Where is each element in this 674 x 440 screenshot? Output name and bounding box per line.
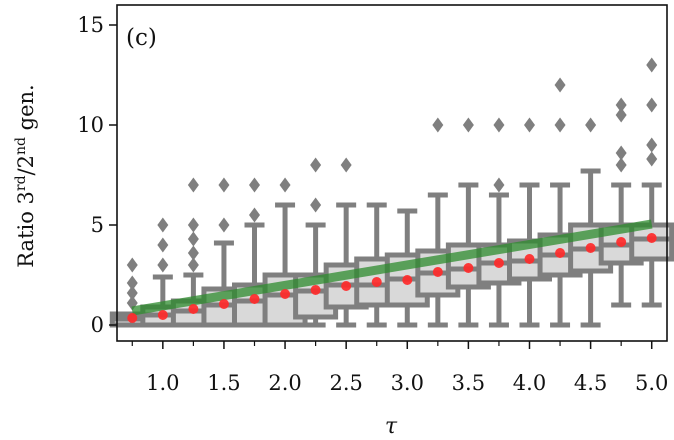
outlier-point — [126, 257, 138, 273]
outlier-point — [615, 97, 627, 113]
y-tick-label: 0 — [91, 313, 104, 337]
mean-point — [310, 285, 321, 295]
outlier-point — [432, 117, 444, 133]
x-tick-label: 1.0 — [146, 371, 179, 395]
outlier-point — [249, 207, 260, 223]
box-group-17 — [629, 57, 674, 308]
x-tick-label: 2.5 — [329, 371, 362, 395]
box-group-15 — [568, 117, 614, 328]
y-tick-label: 15 — [77, 13, 104, 37]
mean-point — [524, 254, 535, 264]
mean-point — [218, 299, 229, 309]
outlier-point — [310, 197, 322, 213]
mean-point — [463, 263, 474, 273]
x-axis: 1.0 1.5 2.0 2.5 3.0 3.5 4.0 4.5 5.0 — [131, 341, 668, 395]
mean-point — [280, 289, 291, 299]
y-axis: 0 5 10 15 — [77, 13, 117, 337]
y-tick-label: 5 — [91, 213, 104, 237]
outlier-point — [524, 117, 535, 133]
outlier-point — [615, 157, 627, 173]
mean-point — [493, 258, 504, 268]
mean-point — [157, 310, 168, 320]
outlier-point — [126, 275, 138, 291]
outlier-point — [646, 151, 658, 167]
plot-area — [109, 57, 674, 328]
outlier-point — [157, 237, 169, 253]
outlier-point — [646, 57, 658, 73]
mean-point — [555, 248, 566, 258]
mean-point — [127, 313, 138, 323]
y-label-sup1: rd — [13, 175, 29, 191]
outlier-point — [615, 145, 627, 161]
trend-line — [131, 219, 653, 316]
outlier-point — [554, 117, 566, 133]
y-axis-label: Ratio 3rd/2nd gen. — [13, 84, 38, 267]
outlier-point — [615, 107, 627, 123]
x-tick-label: 3.0 — [391, 371, 424, 395]
mean-point — [616, 237, 627, 247]
x-tick-label: 1.5 — [207, 371, 240, 395]
x-tick-label: 5.0 — [635, 371, 668, 395]
mean-point — [371, 277, 382, 287]
x-tick-label: 4.0 — [513, 371, 546, 395]
outlier-point — [585, 117, 597, 133]
outlier-point — [187, 245, 199, 261]
axes-frame — [116, 4, 668, 342]
outlier-point — [218, 217, 230, 233]
outlier-point — [279, 177, 291, 193]
outlier-point — [310, 157, 322, 173]
mean-point — [646, 233, 657, 243]
y-label-prefix: Ratio 3 — [14, 191, 38, 268]
outlier-point — [462, 117, 474, 133]
outlier-point — [646, 137, 658, 153]
x-tick-label: 4.5 — [574, 371, 607, 395]
box-group-14 — [537, 77, 583, 328]
mean-point — [432, 267, 443, 277]
outlier-point — [554, 77, 566, 93]
y-label-mid: /2 — [14, 155, 38, 175]
outlier-point — [493, 177, 505, 193]
outlier-point — [187, 231, 199, 247]
y-tick-label: 10 — [77, 113, 104, 137]
mean-point — [188, 304, 199, 314]
box-group-13 — [507, 117, 552, 328]
box-group-12 — [476, 117, 522, 328]
outlier-point — [249, 177, 260, 193]
outlier-point — [126, 285, 138, 301]
panel-label: (c) — [126, 25, 157, 51]
outlier-point — [340, 157, 352, 173]
box-group-16 — [598, 97, 644, 308]
outlier-point — [187, 177, 199, 193]
outlier-point — [187, 257, 199, 273]
outlier-point — [646, 97, 658, 113]
mean-point — [402, 275, 413, 285]
outlier-point — [218, 177, 230, 193]
mean-point — [585, 243, 596, 253]
x-tick-label: 3.5 — [452, 371, 485, 395]
outlier-point — [157, 217, 169, 233]
y-label-sup2: nd — [13, 137, 29, 155]
mean-point — [249, 294, 260, 304]
x-tick-label: 2.0 — [268, 371, 301, 395]
outlier-point — [493, 117, 505, 133]
x-axis-label: τ — [385, 414, 398, 439]
mean-point — [341, 281, 352, 291]
outlier-point — [157, 257, 169, 273]
y-label-suffix: gen. — [14, 84, 38, 137]
outlier-point — [187, 217, 199, 233]
box-group-10 — [415, 117, 461, 328]
